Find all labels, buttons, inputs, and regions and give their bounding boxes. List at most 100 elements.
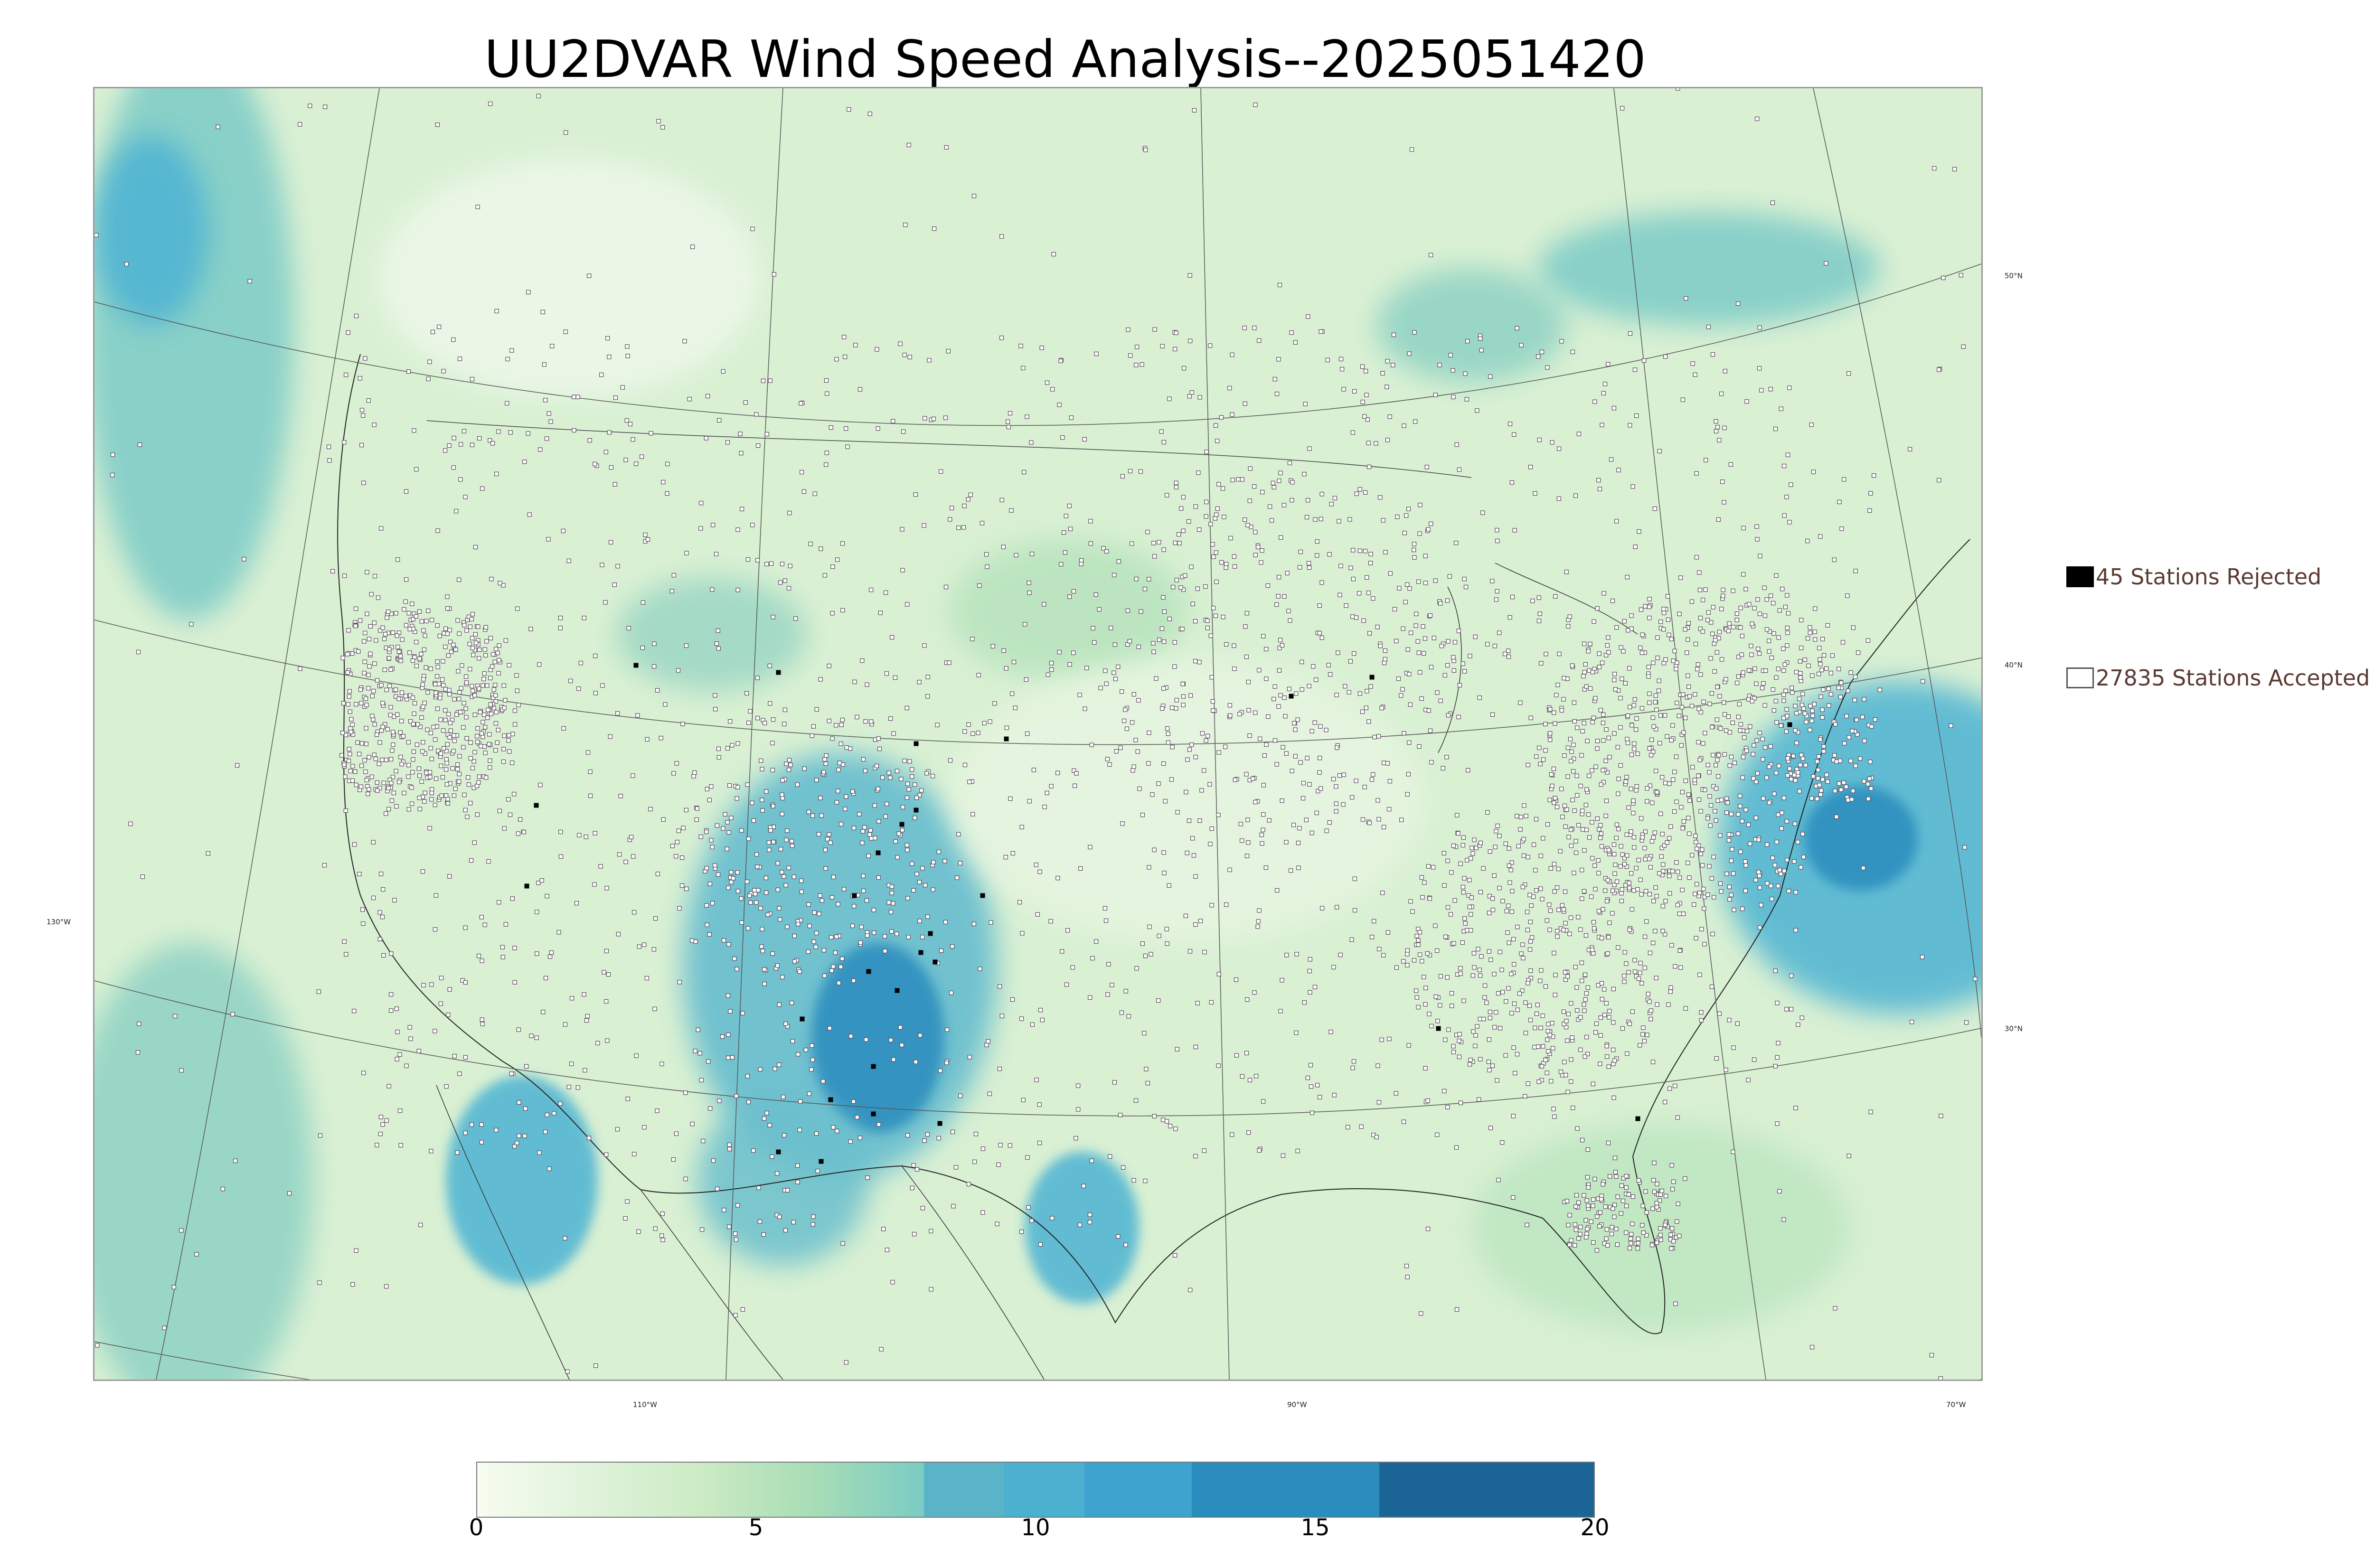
accepted-station-marker [660, 1238, 665, 1242]
accepted-station-marker [729, 870, 734, 875]
accepted-station-marker [734, 1237, 739, 1242]
accepted-station-marker [1205, 625, 1210, 630]
accepted-station-marker [1781, 668, 1786, 673]
accepted-station-marker [1787, 520, 1792, 525]
accepted-station-marker [1640, 632, 1645, 637]
accepted-station-marker [535, 910, 539, 914]
accepted-station-marker [1687, 831, 1692, 836]
accepted-station-marker [900, 527, 904, 532]
accepted-station-marker [1495, 589, 1499, 594]
accepted-station-marker [1414, 611, 1419, 616]
accepted-station-marker [1665, 734, 1669, 739]
accepted-station-marker [1672, 809, 1677, 814]
accepted-station-marker [1612, 1155, 1618, 1160]
accepted-station-marker [632, 1152, 637, 1156]
accepted-station-marker [220, 1187, 225, 1192]
accepted-station-marker [486, 707, 490, 713]
accepted-station-marker [1697, 570, 1702, 575]
accepted-station-marker [1650, 1243, 1655, 1248]
accepted-station-marker [1156, 998, 1161, 1003]
wind-speed-map[interactable] [93, 87, 1983, 1381]
accepted-station-marker [1755, 771, 1760, 776]
accepted-station-marker [1591, 1240, 1596, 1245]
accepted-station-marker [772, 1066, 777, 1071]
accepted-station-marker [1584, 1198, 1589, 1203]
accepted-station-marker [1376, 1100, 1381, 1105]
accepted-station-marker [1193, 874, 1198, 879]
accepted-station-marker [1715, 685, 1720, 689]
accepted-station-marker [1338, 563, 1343, 568]
accepted-station-marker [539, 878, 544, 883]
accepted-station-marker [1752, 743, 1756, 748]
accepted-station-marker [1010, 997, 1015, 1002]
accepted-station-marker [1632, 958, 1637, 963]
accepted-station-marker [634, 461, 639, 466]
accepted-station-marker [838, 964, 843, 969]
accepted-station-marker [1637, 529, 1641, 534]
accepted-station-marker [609, 465, 614, 470]
accepted-station-marker [842, 335, 847, 339]
accepted-station-marker [438, 695, 443, 700]
accepted-station-marker [1349, 937, 1354, 942]
accepted-station-marker [1319, 492, 1324, 497]
accepted-station-marker [1192, 108, 1196, 113]
accepted-station-marker [477, 774, 482, 779]
accepted-station-marker [1649, 1008, 1653, 1013]
accepted-station-marker [1050, 1216, 1055, 1221]
accepted-station-marker [1357, 487, 1362, 492]
accepted-station-marker [1846, 1154, 1851, 1158]
accepted-station-marker [665, 491, 669, 496]
accepted-station-marker [698, 834, 703, 839]
accepted-station-marker [1385, 438, 1390, 442]
accepted-station-marker [1718, 726, 1723, 731]
accepted-station-marker [1365, 575, 1369, 580]
accepted-station-marker [359, 408, 365, 413]
accepted-station-marker [612, 582, 617, 587]
accepted-station-marker [1374, 441, 1378, 446]
accepted-station-marker [1379, 705, 1384, 711]
accepted-station-marker [1599, 1197, 1604, 1202]
accepted-station-marker [1332, 496, 1337, 500]
accepted-station-marker [1067, 503, 1072, 508]
accepted-station-marker [1820, 777, 1825, 782]
accepted-station-marker [556, 930, 561, 935]
accepted-station-marker [997, 984, 1002, 989]
accepted-station-marker [488, 702, 493, 707]
accepted-station-marker [1451, 1044, 1456, 1049]
accepted-station-marker [1417, 670, 1423, 675]
accepted-station-marker [768, 828, 773, 833]
accepted-station-marker [1478, 1057, 1483, 1061]
accepted-station-marker [1461, 890, 1466, 895]
accepted-station-marker [670, 844, 675, 848]
accepted-station-marker [1211, 708, 1215, 713]
accepted-station-marker [1737, 702, 1742, 706]
accepted-station-marker [1004, 725, 1009, 730]
accepted-station-marker [631, 910, 637, 915]
accepted-station-marker [1081, 1183, 1086, 1188]
accepted-station-marker [707, 882, 713, 886]
accepted-station-marker [1639, 981, 1644, 986]
accepted-station-marker [1582, 1002, 1586, 1007]
accepted-station-marker [1627, 666, 1632, 671]
accepted-station-marker [1757, 325, 1762, 330]
accepted-station-marker [448, 639, 453, 644]
accepted-station-marker [661, 817, 666, 822]
accepted-station-marker [1669, 637, 1674, 641]
accepted-station-marker [1062, 530, 1066, 535]
accepted-station-marker [375, 1143, 379, 1147]
accepted-station-marker [348, 751, 352, 757]
accepted-station-marker [1560, 815, 1565, 819]
accepted-station-marker [1649, 1017, 1653, 1022]
accepted-station-marker [771, 839, 776, 845]
accepted-station-marker [489, 712, 494, 716]
accepted-station-marker [458, 710, 463, 714]
accepted-station-marker [925, 694, 930, 699]
accepted-station-marker [1126, 327, 1130, 332]
accepted-station-marker [607, 430, 612, 435]
accepted-station-marker [402, 607, 406, 612]
accepted-station-marker [1604, 1001, 1609, 1006]
accepted-station-marker [1128, 353, 1133, 358]
accepted-station-marker [1195, 1001, 1200, 1005]
accepted-station-marker [566, 1085, 571, 1089]
accepted-station-marker [1512, 1001, 1517, 1006]
